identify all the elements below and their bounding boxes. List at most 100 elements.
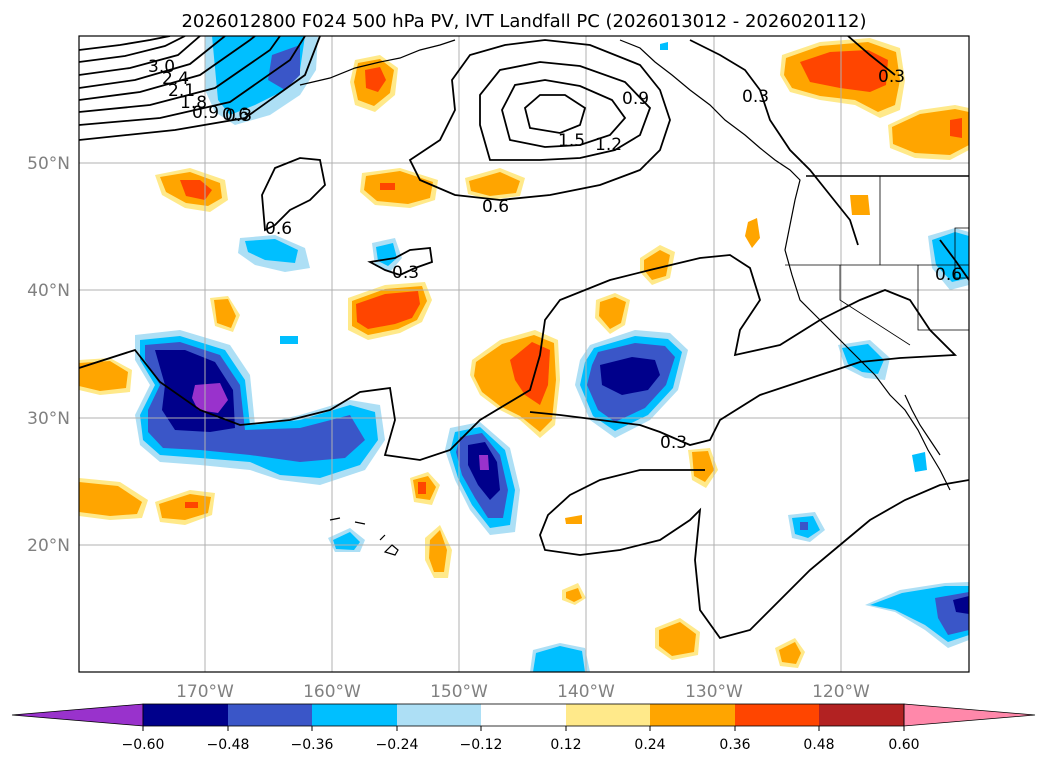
contour-labels: 3.0 2.4 2.1 1.8 0.9 0.6 0.3 1.5 1.2 0.9 … <box>148 57 962 453</box>
positive-anomaly-region <box>79 482 142 516</box>
contour-label: 0.6 <box>482 197 509 217</box>
map-panel: 3.0 2.4 2.1 1.8 0.9 0.6 0.3 1.5 1.2 0.9 … <box>79 36 969 672</box>
positive-anomaly-region <box>800 50 888 92</box>
positive-anomaly-region <box>745 218 760 248</box>
colorbar-extend-high <box>903 703 1036 727</box>
colorbar-segment <box>735 704 819 726</box>
contour-lines <box>79 36 969 640</box>
contour-line <box>79 36 226 89</box>
contour-label: 0.9 <box>192 103 219 123</box>
colorbar-tick-label: −0.48 <box>207 737 250 753</box>
graticule <box>79 36 969 672</box>
contour-label: 0.9 <box>622 89 649 109</box>
colorbar-tick-label: 0.36 <box>719 737 750 753</box>
colorbar-segment <box>566 704 650 726</box>
contour-label: 1.5 <box>558 131 585 151</box>
lat-label-50n: 50°N <box>27 154 70 174</box>
lon-label-170w: 170°W <box>176 682 234 702</box>
contour-label: 2.1 <box>168 81 195 101</box>
colorbar-tick-label: −0.36 <box>291 737 334 753</box>
colorbar-tick-label: −0.12 <box>460 737 503 753</box>
lon-label-160w: 160°W <box>303 682 361 702</box>
lon-label-130w: 130°W <box>685 682 743 702</box>
colorbar-segment <box>228 704 312 726</box>
contour-line <box>79 36 256 101</box>
contour-label: 0.3 <box>660 433 687 453</box>
longitude-labels: 170°W 160°W 150°W 140°W 130°W 120°W <box>176 682 870 702</box>
positive-anomaly-region <box>418 482 426 494</box>
contour-line <box>847 36 896 76</box>
negative-anomaly-region <box>660 42 668 50</box>
contour-line <box>939 239 969 281</box>
positive-anomaly-region <box>644 250 670 280</box>
contour-line <box>79 36 186 63</box>
colorbar-tick-label: 0.24 <box>634 737 665 753</box>
positive-anomaly-region <box>380 183 395 190</box>
colorbar-segment <box>819 704 904 726</box>
colorbar-segment <box>143 704 228 726</box>
pc-anomaly-fills <box>79 36 969 672</box>
positive-anomaly-region <box>566 588 582 602</box>
positive-anomaly-region <box>950 118 962 138</box>
contour-line <box>79 36 171 51</box>
negative-anomaly-region <box>192 383 228 413</box>
hawaii-islands <box>329 517 399 556</box>
colorbar-tick-label: −0.60 <box>122 737 165 753</box>
contour-line <box>479 61 652 161</box>
contour-line <box>79 36 321 141</box>
contour-label: 0.6 <box>265 219 292 239</box>
negative-anomaly-region <box>468 442 500 500</box>
colorbar-frame <box>142 703 905 727</box>
positive-anomaly-region <box>469 172 520 196</box>
positive-anomaly-region <box>79 361 128 391</box>
colorbar-tick-label: 0.48 <box>803 737 834 753</box>
contour-label: 0.3 <box>392 263 419 283</box>
positive-anomaly-region <box>180 180 212 200</box>
negative-anomaly-region <box>533 646 585 672</box>
lat-label-30n: 30°N <box>27 409 70 429</box>
colorbar-segment <box>481 704 566 726</box>
positive-anomaly-region <box>214 299 236 328</box>
negative-anomaly-region <box>800 522 808 530</box>
negative-anomaly-region <box>280 336 298 344</box>
contour-line <box>523 94 587 134</box>
positive-anomaly-region <box>365 67 386 92</box>
colorbar-segment <box>312 704 397 726</box>
colorbar-tick-label: 0.12 <box>550 737 581 753</box>
colorbar-extend-low <box>11 703 144 727</box>
contour-label: 0.6 <box>222 105 249 125</box>
contour-label: 0.6 <box>935 265 962 285</box>
contour-label: 0.3 <box>742 87 769 107</box>
negative-anomaly-region <box>932 232 969 282</box>
colorbar-ticks <box>142 726 905 731</box>
colorbar-segment <box>397 704 481 726</box>
negative-anomaly-region <box>912 452 927 472</box>
lat-label-40n: 40°N <box>27 281 70 301</box>
lon-label-140w: 140°W <box>557 682 615 702</box>
negative-anomaly-region <box>245 239 298 263</box>
north-america-coast <box>619 39 951 491</box>
lat-label-20n: 20°N <box>27 536 70 556</box>
negative-anomaly-region <box>600 357 660 395</box>
negative-anomaly-region <box>842 344 884 374</box>
contour-label: 0.3 <box>225 106 252 126</box>
negative-anomaly-region <box>479 455 489 470</box>
positive-anomaly-region <box>565 515 582 524</box>
baja-coast <box>904 394 941 456</box>
positive-anomaly-region <box>892 109 969 155</box>
contour-line <box>79 36 201 76</box>
contour-line <box>367 247 433 276</box>
alaska-coast <box>299 39 456 86</box>
contour-line <box>408 39 671 201</box>
negative-anomaly-region <box>953 596 969 614</box>
positive-anomaly-region <box>356 291 420 329</box>
colorbar: −0.60 −0.48 −0.36 −0.24 −0.12 0.12 0.24 … <box>11 703 1036 753</box>
positive-anomaly-region <box>692 451 714 482</box>
contour-label: 0.3 <box>878 67 905 87</box>
colorbar-segment <box>650 704 735 726</box>
positive-anomaly-region <box>779 642 801 664</box>
positive-anomaly-region <box>599 297 626 329</box>
contour-line <box>79 254 958 461</box>
positive-anomaly-region <box>850 195 870 215</box>
contour-line <box>501 79 627 148</box>
